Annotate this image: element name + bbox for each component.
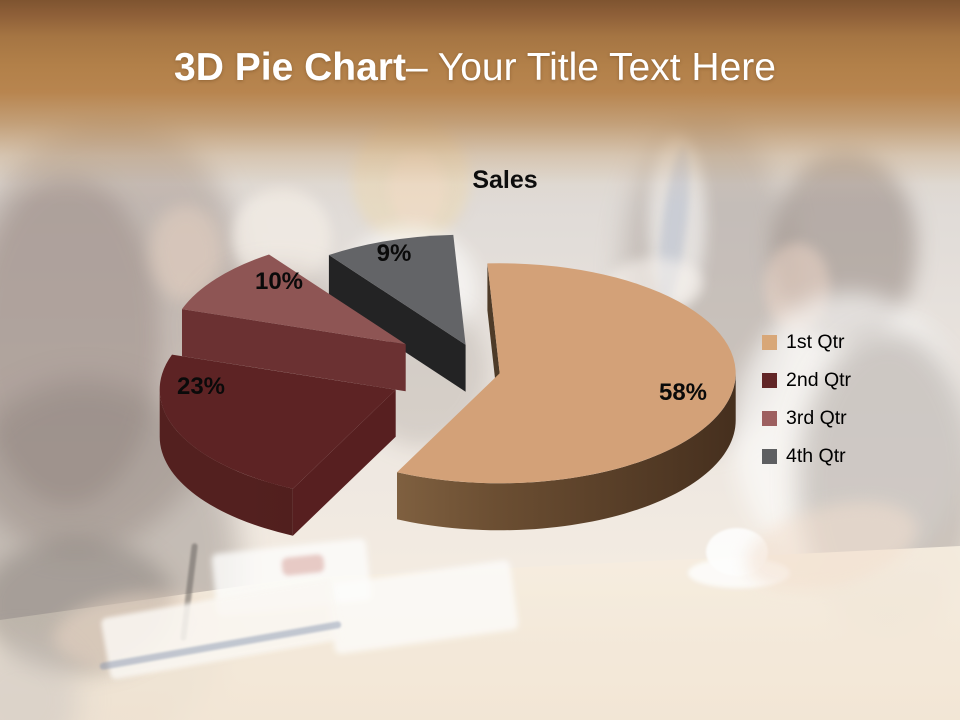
- pie-slice-3rd-qtr-cut-face: [182, 309, 406, 392]
- chart-legend: 1st Qtr 2nd Qtr 3rd Qtr 4th Qtr: [762, 331, 851, 483]
- legend-item-3rd-qtr: 3rd Qtr: [762, 407, 851, 430]
- pie-slice-4th-qtr-top: [328, 234, 466, 345]
- legend-swatch-1st-qtr: [762, 335, 777, 350]
- slide-title-rest: – Your Title Text Here: [405, 46, 776, 89]
- legend-item-2nd-qtr: 2nd Qtr: [762, 369, 851, 392]
- legend-swatch-2nd-qtr: [762, 373, 777, 388]
- legend-item-4th-qtr: 4th Qtr: [762, 445, 851, 468]
- title-band: [0, 0, 960, 205]
- legend-label-1st-qtr: 1st Qtr: [786, 330, 845, 353]
- chart-title: Sales: [472, 166, 538, 194]
- slide-title: 3D Pie Chart– Your Title Text Here: [0, 46, 950, 90]
- pie-data-label-3rd-qtr: 10%: [255, 268, 303, 295]
- pie-slice-3rd-qtr-top: [182, 254, 406, 345]
- legend-label-3rd-qtr: 3rd Qtr: [786, 406, 847, 429]
- legend-label-4th-qtr: 4th Qtr: [786, 444, 846, 467]
- legend-swatch-3rd-qtr: [762, 411, 777, 426]
- pie-slice-1st-qtr-rim: [397, 373, 736, 531]
- legend-swatch-4th-qtr: [762, 449, 777, 464]
- pie-data-label-4th-qtr: 9%: [377, 240, 412, 267]
- pie-slice-4th-qtr-cut-face: [328, 255, 466, 392]
- pie-data-label-2nd-qtr: 23%: [177, 373, 225, 400]
- pie-data-label-1st-qtr: 58%: [659, 379, 707, 406]
- pie-slice-2nd-qtr-cut-face: [292, 389, 396, 536]
- slide-title-bold: 3D Pie Chart: [174, 46, 406, 89]
- pie-slice-1st-qtr-top: [397, 263, 736, 484]
- pie-slice-2nd-qtr-top: [159, 354, 396, 489]
- legend-label-2nd-qtr: 2nd Qtr: [786, 368, 852, 391]
- legend-item-1st-qtr: 1st Qtr: [762, 331, 851, 354]
- pie-slice-2nd-qtr-rim: [159, 389, 293, 536]
